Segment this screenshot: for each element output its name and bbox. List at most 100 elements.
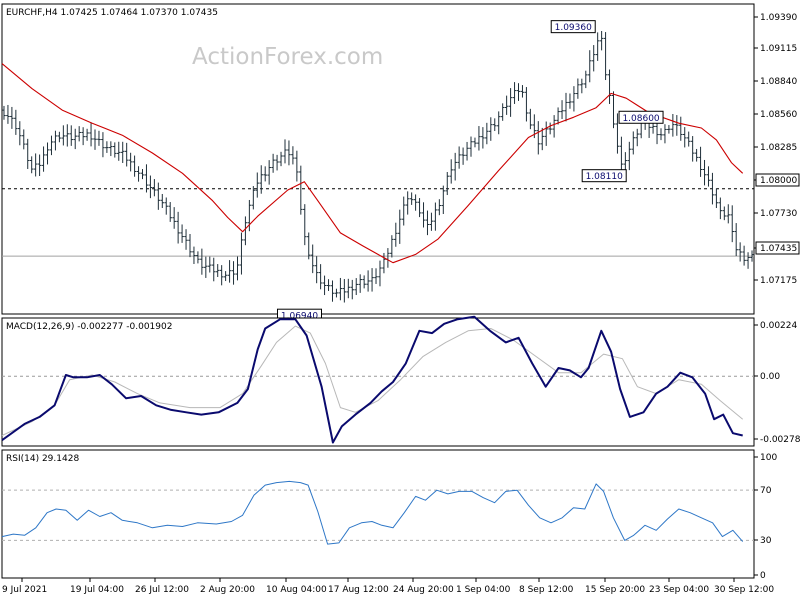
rsi-line <box>1 480 744 545</box>
ohlc-bar <box>425 210 430 236</box>
ohlc-bar <box>686 131 691 147</box>
ohlc-bar <box>397 209 402 244</box>
ohlc-bar <box>89 122 93 147</box>
ohlc-bar <box>599 30 604 51</box>
ohlc-bar <box>176 211 180 244</box>
ohlc-bar <box>702 159 707 186</box>
ohlc-bar <box>81 127 85 146</box>
ohlc-bar <box>504 95 509 115</box>
ohlc-bar <box>485 122 489 145</box>
ohlc-bar <box>417 198 422 218</box>
ohlc-bar <box>215 264 220 278</box>
price-annotations: 1.09360 1.08600 1.08110 1.06940 <box>276 20 664 322</box>
ohlc-bar <box>492 118 497 132</box>
ohlc-bar <box>390 235 394 258</box>
ohlc-bar <box>623 152 628 171</box>
ohlc-bar <box>405 191 410 215</box>
ohlc-bar <box>457 146 461 169</box>
ohlc-bar <box>520 85 525 98</box>
ohlc-bar <box>69 125 74 146</box>
ohlc-bar <box>109 141 113 157</box>
x-axis-label: 23 Sep 04:00 <box>649 585 709 595</box>
ohlc-bar <box>595 32 600 61</box>
ohlc-bar <box>583 70 588 89</box>
ohlc-bar <box>243 216 248 246</box>
ohlc-bar <box>524 87 529 122</box>
ohlc-bar <box>25 138 30 169</box>
ohlc-bar <box>251 186 256 210</box>
ohlc-bar <box>453 152 457 181</box>
price-axis-label: 1.07730 <box>760 209 797 219</box>
price-annotation-label: 1.08600 <box>622 114 659 124</box>
price-axis-label: 1.08840 <box>760 77 797 87</box>
ohlc-bar <box>14 109 18 135</box>
ohlc-bar <box>97 130 101 146</box>
ohlc-bar <box>500 103 505 121</box>
ohlc-bar <box>204 256 208 278</box>
ohlc-bar <box>338 277 343 301</box>
ohlc-bar <box>528 108 533 130</box>
ohlc-bar <box>560 100 564 119</box>
ohlc-bar <box>172 207 176 229</box>
x-axis: 9 Jul 2021 19 Jul 04:00 26 Jul 12:00 2 Aug … <box>2 578 774 595</box>
ohlc-bar <box>279 151 283 167</box>
x-axis-label: 10 Aug 04:00 <box>266 585 327 595</box>
ohlc-bar <box>231 261 236 285</box>
ohlc-bar <box>346 278 351 299</box>
ohlc-bar <box>663 124 667 144</box>
ohlc-bar <box>429 212 434 231</box>
ohlc-bar <box>477 126 481 151</box>
price-header: EURCHF,H4 1.07425 1.07464 1.07370 1.0743… <box>6 8 218 18</box>
ohlc-bar <box>18 121 22 146</box>
ohlc-bar <box>366 270 370 292</box>
ohlc-bar <box>742 245 746 266</box>
ohlc-bar <box>41 146 46 172</box>
ohlc-bar <box>540 127 545 151</box>
ohlc-bar <box>394 222 398 247</box>
ohlc-bar <box>627 141 632 171</box>
price-axis-label: 1.08285 <box>760 143 797 153</box>
ohlc-bar <box>184 229 188 250</box>
ohlc-bar <box>283 139 287 164</box>
macd-series-group <box>1 315 744 444</box>
ohlc-bar <box>714 188 719 209</box>
ohlc-bar <box>615 113 620 154</box>
ohlc-bar <box>572 86 576 112</box>
ohlc-bar <box>267 160 271 185</box>
price-annotation-label: 1.08110 <box>586 172 623 182</box>
ohlc-bar <box>49 135 54 156</box>
ohlc-bar <box>516 83 521 101</box>
ohlc-bar <box>607 69 612 104</box>
ohlc-bar <box>710 172 715 205</box>
ohlc-bar <box>211 257 216 282</box>
rsi-header: RSI(14) 29.1428 <box>6 454 79 464</box>
ohlc-bar <box>57 131 62 143</box>
watermark: ActionForex.com <box>192 44 383 70</box>
ohlc-bar <box>120 141 125 163</box>
x-axis-label: 1 Sep 04:00 <box>456 585 511 595</box>
ohlc-bar <box>152 179 157 197</box>
x-axis-label: 9 Jul 2021 <box>2 585 47 595</box>
ohlc-bar <box>6 104 10 124</box>
macd-axis-label: 0.00 <box>760 372 780 382</box>
ohlc-bar <box>718 197 723 220</box>
ohlc-bar <box>259 165 264 194</box>
price-axis-label: 1.08560 <box>760 110 797 120</box>
ohlc-bar <box>659 128 663 141</box>
ohlc-bar <box>227 260 232 283</box>
ohlc-bar <box>568 93 572 109</box>
macd-header: MACD(12,26,9) -0.002277 -0.001902 <box>6 322 172 332</box>
ohlc-bar <box>603 32 608 81</box>
ohlc-bar <box>263 166 267 182</box>
ohlc-bar <box>33 153 38 177</box>
ohlc-bar <box>730 205 735 243</box>
macd-panel-frame <box>1 317 755 447</box>
ohlc-bar <box>196 251 200 264</box>
ohlc-bar <box>413 194 418 211</box>
ohlc-bar <box>156 182 161 210</box>
ohlc-bar <box>61 125 66 146</box>
ohlc-bar <box>148 175 153 199</box>
price-axis-label: 1.08000 <box>760 176 797 186</box>
ohlc-bar <box>318 264 323 290</box>
